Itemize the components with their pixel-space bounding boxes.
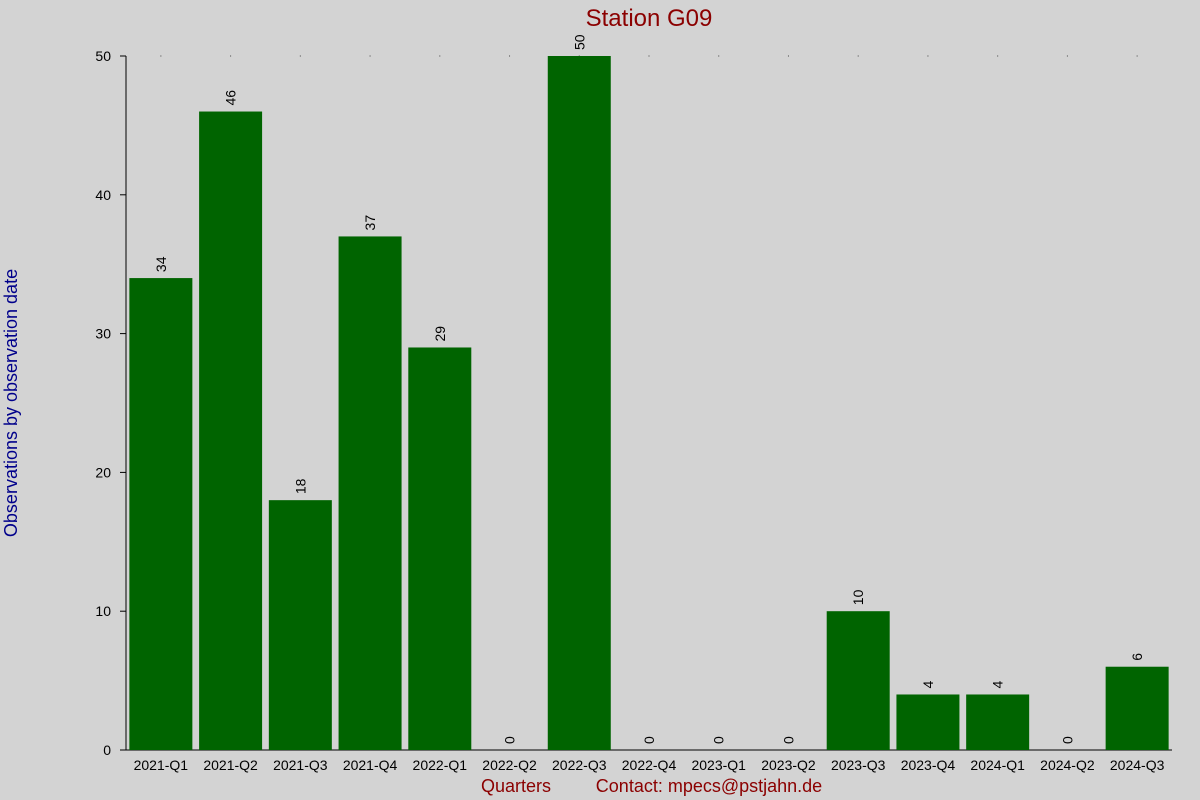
x-tick-label: 2023-Q3 <box>831 757 886 773</box>
bar <box>199 111 263 750</box>
x-tick-label: 2024-Q2 <box>1040 757 1095 773</box>
top-dot-mark <box>160 55 162 57</box>
bar <box>547 56 611 750</box>
contact-text: Contact: mpecs@pstjahn.de <box>596 776 822 796</box>
y-tick-label: 10 <box>95 603 111 619</box>
data-label: 0 <box>711 736 727 744</box>
top-dot-mark <box>857 55 859 57</box>
y-tick-label: 40 <box>95 187 111 203</box>
bar <box>338 236 402 750</box>
top-dot-mark <box>787 55 789 57</box>
top-dot-mark <box>648 55 650 57</box>
data-label: 50 <box>571 34 587 50</box>
bar <box>966 694 1030 750</box>
x-tick-label: 2022-Q4 <box>622 757 677 773</box>
top-dot-mark <box>927 55 929 57</box>
top-dot-mark <box>997 55 999 57</box>
x-tick-label: 2021-Q1 <box>134 757 189 773</box>
top-dot-mark <box>299 55 301 57</box>
x-tick-label: 2023-Q4 <box>901 757 956 773</box>
x-tick-label: 2021-Q4 <box>343 757 398 773</box>
x-tick-label: 2024-Q3 <box>1110 757 1165 773</box>
x-tick-label: 2023-Q2 <box>761 757 816 773</box>
x-axis-label: Quarters <box>481 776 551 796</box>
top-dot-mark <box>439 55 441 57</box>
data-label: 18 <box>292 478 308 494</box>
x-tick-label: 2021-Q3 <box>273 757 328 773</box>
bar <box>1105 666 1169 750</box>
y-tick-label: 50 <box>95 48 111 64</box>
data-label: 34 <box>153 256 169 272</box>
bar <box>129 278 193 750</box>
bar <box>408 347 472 750</box>
bar <box>896 694 960 750</box>
x-tick-label: 2023-Q1 <box>691 757 746 773</box>
top-dot-mark <box>718 55 720 57</box>
top-dot-mark <box>369 55 371 57</box>
data-label: 6 <box>1129 653 1145 661</box>
top-dot-mark <box>1136 55 1138 57</box>
y-tick-label: 0 <box>103 742 111 758</box>
bar <box>268 500 332 750</box>
x-tick-label: 2021-Q2 <box>203 757 258 773</box>
y-tick-label: 20 <box>95 464 111 480</box>
chart-title: Station G09 <box>586 5 713 32</box>
x-tick-label: 2022-Q1 <box>413 757 468 773</box>
data-label: 4 <box>990 680 1006 688</box>
data-label: 46 <box>223 90 239 106</box>
x-tick-label: 2022-Q3 <box>552 757 607 773</box>
top-dot-mark <box>230 55 232 57</box>
top-dot-mark <box>1066 55 1068 57</box>
x-tick-label: 2022-Q2 <box>482 757 537 773</box>
data-label: 29 <box>432 326 448 342</box>
y-axis-label: Observations by observation date <box>1 269 21 537</box>
top-dot-mark <box>509 55 511 57</box>
plot-area: 01020304050342021-Q1462021-Q2182021-Q337… <box>95 34 1169 773</box>
x-tick-label: 2024-Q1 <box>970 757 1025 773</box>
data-label: 4 <box>920 680 936 688</box>
data-label: 0 <box>502 736 518 744</box>
data-label: 0 <box>641 736 657 744</box>
data-label: 0 <box>780 736 796 744</box>
data-label: 37 <box>362 215 378 231</box>
bar <box>826 611 890 750</box>
data-label: 0 <box>1059 736 1075 744</box>
data-label: 10 <box>850 589 866 605</box>
y-tick-label: 30 <box>95 326 111 342</box>
